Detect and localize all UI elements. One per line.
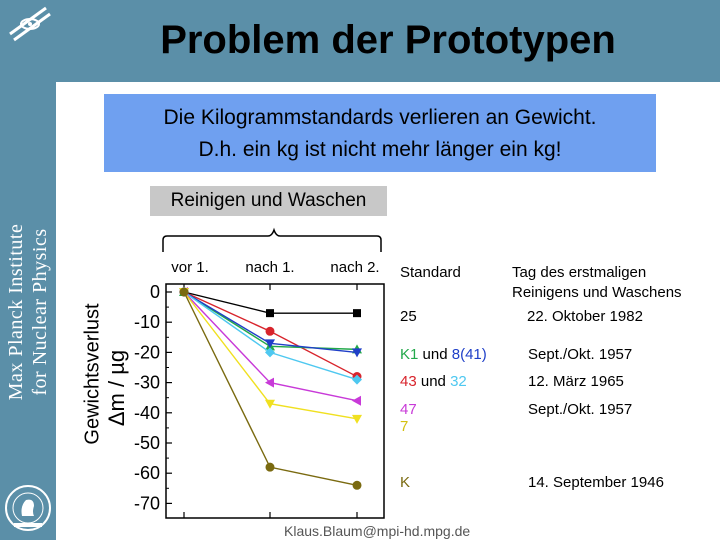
message-line1: Die Kilogrammstandards verlieren an Gewi… <box>163 106 597 129</box>
standard-id-part: 47 <box>400 401 417 418</box>
category-labels: vor 1. nach 1. nach 2. <box>171 259 379 276</box>
table-row-standard: K1 und 8(41) <box>400 346 487 363</box>
data-point <box>352 374 362 385</box>
footer-email: Klaus.Blaum@mpi-hd.mpg.de <box>284 523 471 539</box>
table-row-standard: 25 <box>400 308 417 325</box>
data-point <box>179 287 189 297</box>
standard-id-part: 25 <box>400 308 417 325</box>
data-point <box>266 309 274 318</box>
y-tick-label: 0 <box>150 282 160 302</box>
table-row-date: Sept./Okt. 1957 <box>528 401 633 418</box>
data-point <box>265 339 275 349</box>
standard-id-part: K <box>400 474 411 491</box>
standard-id-part: K1 <box>400 346 419 363</box>
y-tick-label: -60 <box>134 463 160 483</box>
data-point <box>265 347 275 358</box>
data-point <box>352 395 361 406</box>
sidebar <box>0 0 56 540</box>
table-row-date: 12. März 1965 <box>528 373 624 390</box>
page-title: Problem der Prototypen <box>160 18 616 62</box>
table-row-date: 22. Oktober 1982 <box>527 308 643 325</box>
y-tick-label: -10 <box>134 312 160 332</box>
standard-id-part: und <box>416 373 451 390</box>
y-tick-label: -70 <box>134 493 160 513</box>
mpi-logo-icon <box>9 6 51 42</box>
message-box: Die Kilogrammstandards verlieren an Gewi… <box>104 94 656 172</box>
series-line <box>183 291 358 381</box>
curly-brace <box>162 227 382 252</box>
data-point <box>352 480 362 490</box>
standard-id-part: 32 <box>450 373 467 390</box>
y-tick-label: -20 <box>134 342 160 362</box>
table-row-standard: 43 und 32 <box>400 373 467 390</box>
series-K <box>179 287 362 490</box>
standard-id-part: 8(41) <box>451 346 487 363</box>
table-row-standard: K <box>400 474 410 491</box>
series-841 <box>179 288 362 358</box>
message-line2: D.h. ein kg ist nicht mehr länger ein kg… <box>198 138 562 161</box>
data-point <box>352 348 362 358</box>
plot-frame <box>165 283 385 519</box>
table-row-date: 14. September 1946 <box>528 474 664 491</box>
table-row-standard: 47 7 <box>400 401 417 435</box>
title-band <box>56 0 720 82</box>
standard-id-part: 43 <box>400 373 417 390</box>
table-row-date: Sept./Okt. 1957 <box>528 346 633 363</box>
table-header-date-line2: Reinigens und Waschens <box>512 284 682 301</box>
chart-axes <box>165 283 385 519</box>
y-tick-label: -30 <box>134 373 160 393</box>
y-tick-label: -50 <box>134 433 160 453</box>
table-header-standard: Standard <box>400 264 461 281</box>
table-header-date-line1: Tag des erstmaligen <box>512 264 647 281</box>
data-point <box>265 462 275 472</box>
category-label: vor 1. <box>171 259 209 276</box>
data-point <box>353 309 361 318</box>
data-point <box>265 377 274 388</box>
bracket-label-box: Reinigen und Waschen <box>150 186 387 216</box>
bracket-label: Reinigen und Waschen <box>170 190 367 211</box>
standard-id-line2: 7 <box>400 418 409 435</box>
series-group <box>179 287 362 490</box>
category-label: nach 1. <box>245 259 294 276</box>
category-label: nach 2. <box>330 259 379 276</box>
standard-id-part: und <box>418 346 452 363</box>
series-43 <box>179 287 362 382</box>
data-point <box>352 414 362 424</box>
y-tick-label: -40 <box>134 403 160 423</box>
series-line <box>183 291 358 486</box>
minerva-seal-icon <box>5 485 51 531</box>
data-point <box>265 399 275 409</box>
y-ticks: 0 -10 -20 -30 -40 -50 -60 -70 <box>134 282 358 518</box>
data-point <box>265 326 275 336</box>
